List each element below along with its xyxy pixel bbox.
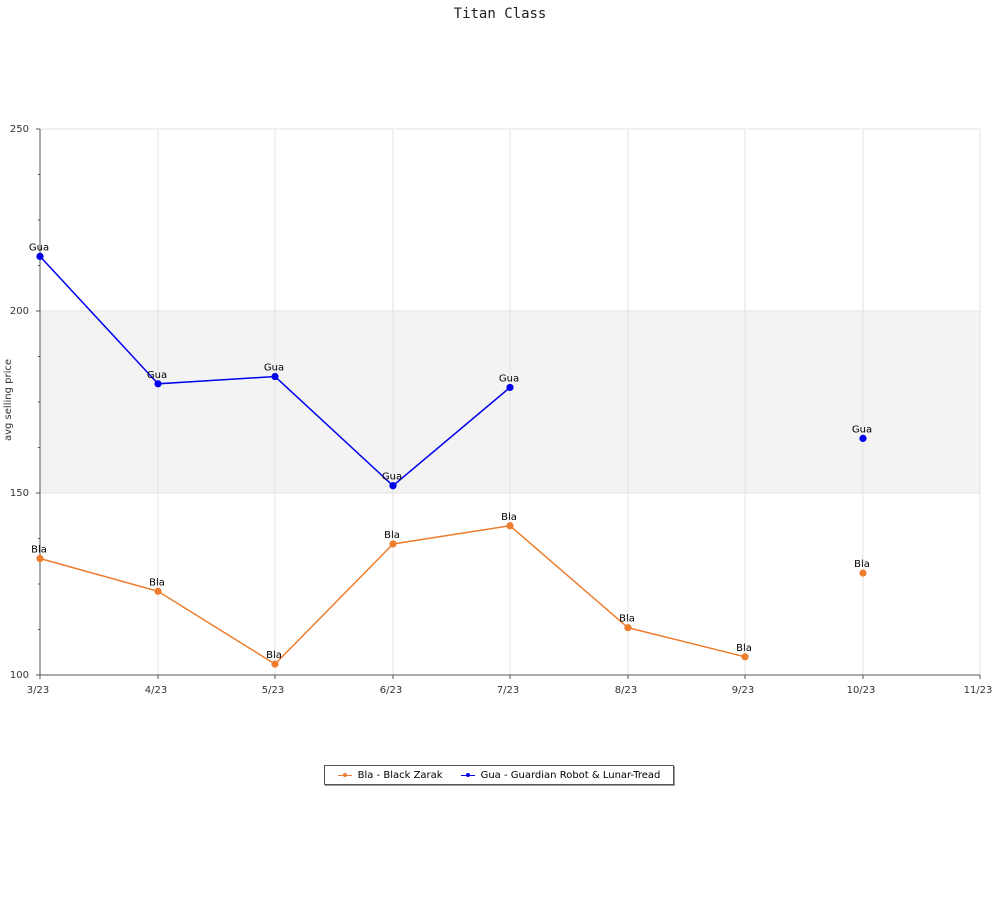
data-label-gua: Gua <box>29 242 49 253</box>
chart-title: Titan Class <box>453 6 547 22</box>
data-point-bla <box>624 624 632 632</box>
data-point-bla <box>154 587 162 595</box>
data-point-bla <box>741 653 749 661</box>
x-tick-label: 6/23 <box>380 685 402 696</box>
legend-item-gua: Gua - Guardian Robot & Lunar-Tread <box>460 769 661 781</box>
legend-swatch-gua <box>460 771 475 779</box>
y-tick-label: 100 <box>10 670 29 681</box>
data-point-gua <box>389 482 397 490</box>
y-axis-label: avg selling price <box>3 359 14 441</box>
data-point-gua <box>36 252 44 260</box>
data-point-bla <box>389 540 397 548</box>
data-point-bla <box>271 660 279 668</box>
y-tick-label: 150 <box>10 488 29 499</box>
data-label-bla: Bla <box>619 614 635 625</box>
data-label-bla: Bla <box>736 643 752 654</box>
y-tick-label: 250 <box>10 124 29 135</box>
data-label-gua: Gua <box>147 370 167 381</box>
data-label-gua: Gua <box>852 424 872 435</box>
data-point-gua <box>506 383 514 392</box>
legend-label-gua: Gua - Guardian Robot & Lunar-Tread <box>480 769 661 781</box>
x-tick-label: 3/23 <box>27 685 49 696</box>
data-point-bla <box>506 522 514 530</box>
data-point-bla <box>859 569 867 577</box>
data-point-gua <box>154 380 162 388</box>
x-tick-label: 4/23 <box>145 685 167 696</box>
legend-swatch-bla <box>337 771 352 779</box>
legend-label-bla: Bla - Black Zarak <box>357 769 443 781</box>
data-label-bla: Bla <box>149 577 165 588</box>
legend: Bla - Black Zarak Gua - Guardian Robot &… <box>324 765 674 785</box>
data-label-bla: Bla <box>854 559 870 570</box>
data-point-bla <box>36 554 44 563</box>
y-tick-label: 200 <box>10 306 29 317</box>
data-label-bla: Bla <box>266 650 282 661</box>
x-tick-label: 8/23 <box>615 685 637 696</box>
data-label-gua: Gua <box>382 472 402 483</box>
x-tick-label: 5/23 <box>262 685 284 696</box>
x-tick-label: 9/23 <box>732 685 754 696</box>
data-label-gua: Gua <box>264 363 284 374</box>
x-tick-label: 7/23 <box>497 685 519 696</box>
data-label-bla: Bla <box>384 530 400 541</box>
data-point-gua <box>271 372 279 381</box>
x-tick-label: 10/23 <box>847 685 876 696</box>
data-point-gua <box>859 434 867 442</box>
data-label-gua: Gua <box>499 373 519 384</box>
x-tick-label: 11/23 <box>964 685 993 696</box>
data-label-bla: Bla <box>31 545 47 556</box>
legend-item-bla: Bla - Black Zarak <box>337 769 443 781</box>
data-label-bla: Bla <box>501 512 517 523</box>
